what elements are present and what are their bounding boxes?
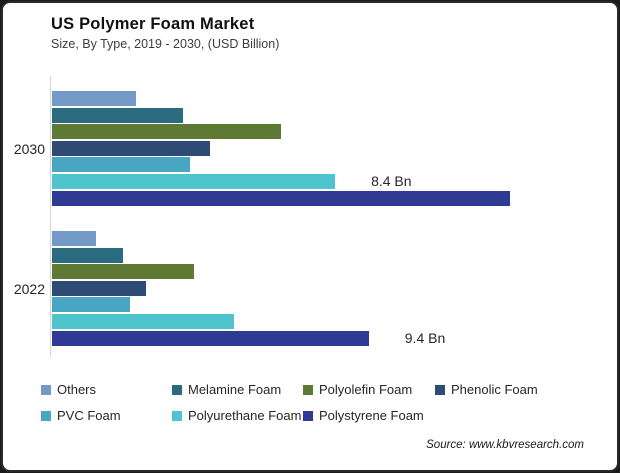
bar-2030-melamine-foam — [52, 107, 184, 123]
legend-label: Polyurethane Foam — [188, 408, 302, 423]
chart-title: US Polymer Foam Market — [51, 15, 255, 33]
legend-swatch-icon — [303, 385, 313, 395]
bar-2022-polyolefin-foam — [52, 264, 194, 280]
legend-swatch-icon — [41, 385, 51, 395]
value-label-2022-polystyrene-foam: 9.4 Bn — [404, 329, 446, 346]
legend-item-melamine-foam: Melamine Foam — [172, 381, 282, 397]
bar-2022-pvc-foam — [52, 297, 130, 313]
bar-2022-melamine-foam — [52, 247, 123, 263]
bar-2022-phenolic-foam — [52, 280, 147, 296]
legend-item-polystyrene-foam: Polystyrene Foam — [303, 407, 424, 423]
legend-item-polyurethane-foam: Polyurethane Foam — [172, 407, 302, 423]
legend-item-others: Others — [41, 381, 97, 397]
legend-label: Phenolic Foam — [451, 382, 538, 397]
legend-label: Melamine Foam — [188, 382, 282, 397]
legend-swatch-icon — [172, 385, 182, 395]
bar-2030-phenolic-foam — [52, 140, 211, 156]
chart-subtitle: Size, By Type, 2019 - 2030, (USD Billion… — [51, 37, 280, 51]
source-note: Source: www.kbvresearch.com — [426, 439, 584, 451]
value-label-2030-polyurethane-foam: 8.4 Bn — [371, 173, 412, 189]
legend-swatch-icon — [41, 411, 51, 421]
bar-2030-polystyrene-foam — [52, 190, 511, 206]
bar-2022-others — [52, 231, 96, 246]
bar-2030-others — [52, 91, 137, 106]
bar-2022-polyurethane-foam — [52, 314, 234, 329]
plot-area: 2030 8.4 Bn 2022 9.4 Bn Others Melamine Foam P… — [3, 3, 617, 470]
category-label-2030: 2030 — [13, 141, 45, 158]
legend-label: PVC Foam — [57, 408, 121, 423]
legend-label: Polystyrene Foam — [319, 408, 424, 423]
legend-item-phenolic-foam: Phenolic Foam — [435, 381, 538, 397]
legend-item-polyolefin-foam: Polyolefin Foam — [303, 381, 413, 397]
legend-label: Polyolefin Foam — [319, 382, 413, 397]
legend-label: Others — [57, 382, 97, 397]
legend-swatch-icon — [303, 411, 313, 421]
bar-2030-polyurethane-foam — [52, 174, 336, 189]
category-axis-line — [50, 76, 51, 357]
bar-2030-pvc-foam — [52, 157, 191, 173]
legend-swatch-icon — [435, 385, 445, 395]
bar-2030-polyolefin-foam — [52, 124, 282, 140]
legend-swatch-icon — [172, 411, 182, 421]
category-label-2022: 2022 — [13, 281, 45, 298]
legend-item-pvc-foam: PVC Foam — [41, 407, 121, 423]
bar-2022-polystyrene-foam — [52, 330, 369, 346]
